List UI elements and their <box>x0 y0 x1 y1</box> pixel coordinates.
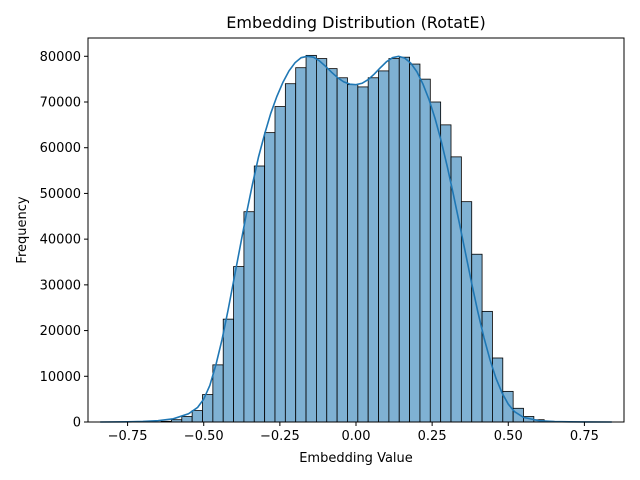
histogram-bar-34 <box>450 156 462 423</box>
histogram-bar-18 <box>284 83 297 423</box>
histogram-bar-35 <box>460 201 473 423</box>
histogram-bar-19 <box>295 67 307 423</box>
histogram-bar-29 <box>398 56 411 423</box>
x-tick-label: 0.25 <box>418 429 447 444</box>
y-tick-label: 80000 <box>40 50 81 65</box>
histogram-bar-30 <box>409 63 421 423</box>
y-axis-ticks: 0 10000 20000 30000 40000 50000 60000 70000 8000… <box>40 50 88 431</box>
y-tick-label: 50000 <box>40 187 81 202</box>
y-tick-label: 0 <box>73 416 81 431</box>
x-tick-label: −0.50 <box>184 429 224 444</box>
y-tick-label: 20000 <box>40 324 81 339</box>
y-tick-label: 60000 <box>40 141 81 156</box>
histogram-bar-15 <box>253 165 266 423</box>
x-tick-label: −0.25 <box>260 429 300 444</box>
histogram-bar-22 <box>326 68 338 423</box>
histogram-bar-12 <box>222 318 234 423</box>
histogram-bar-26 <box>367 77 379 423</box>
x-tick-label: 0.75 <box>570 429 599 444</box>
histogram-bar-11 <box>212 364 224 423</box>
histogram-bar-36 <box>471 253 483 423</box>
histogram-bar-9 <box>191 410 203 423</box>
y-tick-label: 10000 <box>40 370 81 385</box>
x-axis-ticks: −0.75 −0.50 −0.25 0.00 0.25 0.50 0.75 <box>108 422 599 444</box>
histogram-bar-8 <box>181 416 193 423</box>
histogram-bar-33 <box>440 124 452 423</box>
histogram-bar-25 <box>357 86 369 423</box>
histogram-bar-13 <box>233 266 245 423</box>
y-tick-label: 70000 <box>40 96 81 111</box>
histogram-bar-28 <box>388 58 400 423</box>
histogram-bar-31 <box>419 78 431 423</box>
histogram-bar-23 <box>336 77 348 423</box>
x-tick-label: −0.75 <box>108 429 148 444</box>
kde-curve <box>100 55 612 423</box>
y-axis-label: Frequency <box>15 196 30 263</box>
histogram-bar-20 <box>305 54 317 423</box>
histogram-bar-27 <box>378 70 390 423</box>
histogram-bar-14 <box>243 211 255 423</box>
y-tick-label: 40000 <box>40 233 81 248</box>
histogram-bar-37 <box>481 310 493 423</box>
histogram-bar-17 <box>274 106 286 423</box>
y-tick-label: 30000 <box>40 278 81 293</box>
histogram-bar-21 <box>316 58 328 423</box>
histogram-bar-24 <box>347 84 359 423</box>
histogram-bar-40 <box>512 407 524 423</box>
histogram-bar-16 <box>264 132 276 423</box>
chart-title: Embedding Distribution (RotatE) <box>226 13 485 32</box>
histogram-bar-32 <box>429 101 442 423</box>
x-tick-label: 0.00 <box>342 429 371 444</box>
x-tick-label: 0.50 <box>494 429 523 444</box>
x-axis-label: Embedding Value <box>299 451 413 466</box>
